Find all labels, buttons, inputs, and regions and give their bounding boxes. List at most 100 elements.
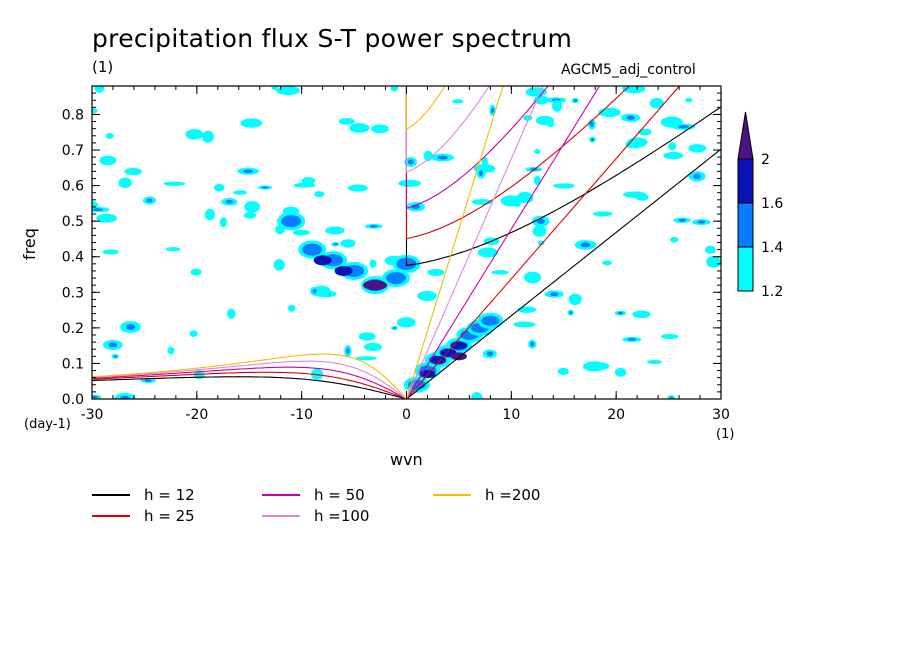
contour-speckle: [102, 249, 119, 255]
contour-speckle: [340, 239, 356, 248]
dispersion-curve-h200: [405, 86, 446, 131]
contour-speckle: [580, 242, 591, 248]
contour-speckle: [626, 115, 635, 120]
contour-speckle: [201, 130, 215, 143]
contour-speckle: [704, 245, 716, 254]
contour-speckle: [417, 290, 437, 301]
legend-label: h = 25: [144, 507, 195, 525]
contour-speckle: [478, 170, 483, 176]
contour-speckle: [517, 306, 537, 313]
y-tick-label: 0.6: [62, 179, 84, 195]
contour-speckle: [398, 179, 422, 187]
contour-speckle: [627, 338, 637, 341]
contour-speckle: [477, 247, 499, 258]
contour-speckle: [120, 395, 130, 399]
colorbar-label: 2: [761, 152, 770, 168]
legend-entry: h = 50: [262, 486, 365, 504]
colorbar-segment: [737, 202, 754, 248]
dispersion-curve-h12: [405, 86, 721, 267]
colorbar-segment: [737, 246, 754, 292]
contour-speckle: [125, 324, 136, 330]
contour-speckle: [94, 86, 105, 93]
dispersion-curve-h50: [405, 86, 549, 210]
contour-speckle: [678, 218, 687, 222]
contour-speckle: [314, 191, 325, 198]
contour-speckle: [631, 140, 642, 149]
dispersion-curve-h100: [92, 360, 407, 399]
x-tick-label: -20: [185, 407, 208, 423]
dispersion-curves: [92, 86, 721, 399]
contour-speckle: [108, 342, 118, 348]
contour-speckle: [124, 167, 142, 176]
contour-speckle: [190, 268, 202, 276]
y-tick-label: 0.8: [62, 107, 84, 123]
contour-speckle: [536, 218, 545, 225]
contour-speckle: [423, 150, 433, 162]
contour-speckle: [569, 311, 573, 315]
contour-speckle: [660, 334, 679, 340]
y-tick-label: 0.5: [62, 214, 84, 230]
contour-speckle: [371, 124, 389, 134]
legend-entry: h =100: [262, 507, 369, 525]
contour-speckle: [369, 225, 378, 228]
contour-speckle: [204, 209, 216, 221]
contour-speckle: [663, 151, 684, 160]
contour-speckle: [407, 159, 414, 165]
contour-speckle: [573, 99, 577, 102]
chart-title: precipitation flux S-T power spectrum: [92, 24, 573, 53]
contour-speckle: [144, 379, 152, 382]
colorbar-label: 1.6: [761, 196, 783, 212]
y-tick-label: 0.4: [62, 250, 84, 266]
contour-speckle: [146, 198, 153, 203]
contour-speckle: [369, 259, 377, 268]
dispersion-curve-h100: [405, 86, 544, 399]
contour-speckle: [325, 226, 345, 235]
x-tick-label: -10: [290, 407, 313, 423]
contour-speckle: [535, 115, 554, 126]
x-tick-label: -30: [81, 407, 104, 423]
contour-speckle: [92, 208, 104, 212]
contour-speckle: [551, 100, 563, 112]
contour-speckle: [530, 341, 535, 347]
contour-speckle: [113, 355, 117, 358]
colorbar-label: 1.2: [761, 284, 783, 300]
contour-speckle: [355, 356, 377, 361]
contour-speckle: [592, 211, 613, 217]
contour-speckle: [301, 177, 316, 185]
contour-speckle: [524, 271, 542, 284]
contour-speckle: [693, 173, 701, 179]
contour-speckle: [622, 86, 646, 94]
contour-speckle: [227, 308, 236, 319]
y-tick-label: 0.3: [62, 285, 84, 301]
contour-speckle: [346, 347, 350, 354]
contour-speckle: [553, 183, 575, 189]
contour-speckle: [390, 86, 398, 92]
x-axis-label: wvn: [390, 450, 423, 469]
contour-speckle: [512, 195, 522, 208]
legend-label: h = 12: [144, 486, 195, 504]
colorbar-label: 1.4: [761, 240, 783, 256]
contour-speckle: [292, 229, 310, 236]
legend-entry: h = 25: [92, 507, 195, 525]
contour-speckle: [118, 177, 132, 188]
contour-speckle: [491, 270, 509, 275]
contour-speckle: [105, 132, 114, 139]
contour-speckle: [163, 181, 186, 186]
contour-speckle: [363, 342, 382, 352]
contour-speckle: [647, 359, 662, 364]
contour-speckle: [287, 304, 296, 312]
contour-speckle: [347, 184, 368, 192]
contour-speckle: [243, 169, 254, 174]
contour-speckle: [392, 326, 397, 330]
contour-speckle: [590, 121, 594, 127]
x-tick-label: 0: [402, 407, 411, 423]
contour-speckle: [225, 199, 233, 204]
contour-speckle: [167, 346, 175, 355]
x-tick-label: 30: [712, 407, 730, 423]
contour-speckle: [706, 256, 721, 268]
x-tick-label: 10: [502, 407, 520, 423]
dispersion-curve-h200: [405, 86, 504, 399]
contour-speckle: [685, 97, 693, 103]
contour-speckle: [598, 107, 621, 118]
colorbar-segment: [737, 158, 754, 204]
